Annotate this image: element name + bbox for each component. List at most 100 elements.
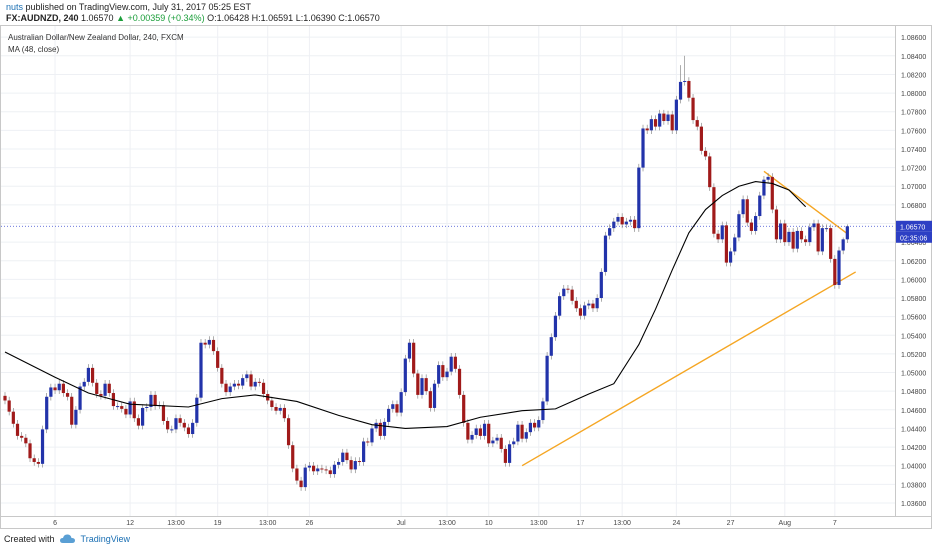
candle-body: [482, 423, 487, 436]
candle-body: [833, 258, 837, 285]
candle-body: [649, 119, 653, 131]
candle: [224, 379, 228, 396]
candle-body: [341, 452, 345, 462]
candle-body: [153, 394, 157, 407]
candle-body: [724, 225, 729, 263]
y-tick-label: 1.04600: [901, 408, 926, 415]
candle-body: [182, 422, 186, 428]
candle-body: [395, 404, 399, 413]
candles[interactable]: [3, 55, 849, 491]
candle: [345, 448, 349, 464]
cloud-logo-icon: [59, 534, 75, 543]
candle: [353, 457, 357, 474]
candle-body: [36, 461, 40, 464]
indicator-label[interactable]: MA (48, close): [8, 45, 59, 54]
tradingview-brand[interactable]: TradingView: [80, 534, 131, 544]
candle: [466, 419, 470, 444]
candle: [7, 396, 11, 416]
author-link[interactable]: nuts: [6, 2, 24, 12]
candle-body: [616, 216, 620, 222]
candle-body: [520, 424, 524, 439]
candle-body: [391, 404, 395, 409]
candle: [282, 404, 286, 422]
candle: [824, 224, 829, 232]
candle: [653, 115, 658, 131]
candle-body: [566, 288, 570, 290]
candle: [387, 405, 391, 426]
candle-body: [779, 223, 783, 240]
candle-body: [307, 465, 312, 468]
candle: [795, 227, 799, 253]
candle: [783, 219, 787, 246]
candle: [311, 461, 316, 476]
candle-body: [199, 342, 203, 398]
candle-body: [770, 176, 774, 210]
candle: [603, 231, 608, 276]
y-tick-label: 1.05400: [901, 333, 926, 340]
candle: [799, 227, 804, 244]
candle: [628, 216, 633, 226]
candle: [641, 124, 645, 172]
candle: [174, 414, 178, 434]
candle-body: [90, 367, 95, 383]
candle: [45, 393, 49, 434]
candle-body: [28, 443, 32, 459]
candle-body: [783, 223, 787, 243]
countdown-text: 02:35:06: [900, 235, 927, 242]
candle-body: [829, 228, 833, 259]
candle-body: [65, 393, 70, 397]
candle: [28, 439, 32, 462]
candle: [320, 464, 324, 474]
candle: [82, 378, 86, 391]
candle-body: [203, 342, 207, 345]
candle: [549, 333, 553, 360]
candle-body: [291, 445, 295, 469]
y-tick-label: 1.06000: [901, 277, 926, 284]
candle-body: [532, 422, 537, 428]
candle: [403, 354, 407, 396]
moving-average: [4, 181, 807, 429]
candle-body: [524, 432, 528, 439]
candle: [86, 364, 90, 386]
candle: [570, 285, 574, 305]
candle: [366, 437, 370, 447]
candle: [407, 339, 412, 363]
candle-body: [441, 365, 445, 378]
x-tick-label: 26: [306, 520, 314, 527]
candle-body: [766, 176, 770, 180]
candle: [445, 367, 449, 381]
candle: [220, 364, 224, 388]
candle: [587, 299, 591, 310]
x-tick-label: 13:00: [438, 520, 456, 527]
candle: [191, 419, 195, 438]
candle-body: [211, 339, 216, 352]
candle-body: [695, 120, 699, 127]
candle-body: [328, 470, 332, 475]
candle: [328, 466, 332, 478]
candle: [808, 223, 812, 246]
candle-body: [378, 422, 382, 436]
candle-body: [637, 167, 641, 229]
candle-body: [799, 230, 804, 240]
candle: [491, 436, 495, 448]
candle-body: [578, 308, 583, 316]
candle-body: [249, 374, 253, 387]
candle: [528, 419, 533, 436]
candle-body: [170, 429, 174, 431]
candle-body: [416, 373, 420, 395]
candle-body: [758, 195, 762, 217]
candle: [512, 437, 516, 448]
candle: [787, 228, 791, 246]
candle-body: [132, 401, 136, 419]
candle: [291, 441, 295, 473]
candle-body: [754, 216, 758, 231]
x-tick-label: 24: [672, 520, 680, 527]
candle: [762, 175, 766, 200]
y-tick-label: 1.04200: [901, 445, 926, 452]
candle-body: [658, 113, 662, 127]
footer: Created with TradingView: [4, 534, 130, 544]
candle-body: [653, 119, 658, 127]
candle: [399, 388, 403, 417]
candle-body: [678, 81, 683, 100]
